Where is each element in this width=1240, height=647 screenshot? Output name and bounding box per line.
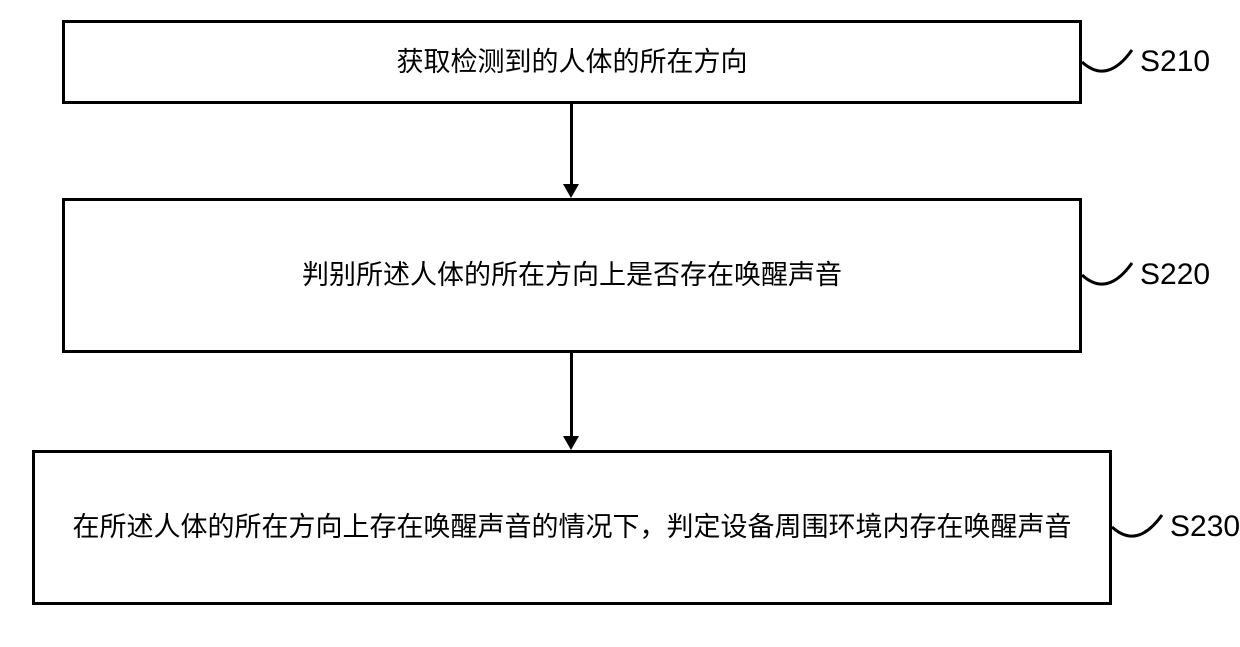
flowchart-container: 获取检测到的人体的所在方向 S210 判别所述人体的所在方向上是否存在唤醒声音 … [0, 0, 1240, 647]
connector-curve-s230 [1112, 505, 1172, 545]
step-text: 在所述人体的所在方向上存在唤醒声音的情况下，判定设备周围环境内存在唤醒声音 [73, 507, 1072, 548]
step-label-s230: S230 [1170, 510, 1240, 544]
step-text: 判别所述人体的所在方向上是否存在唤醒声音 [302, 255, 842, 296]
arrowhead-s210-s220 [563, 184, 579, 198]
flowchart-step-s210: 获取检测到的人体的所在方向 [62, 20, 1082, 104]
arrow-s220-s230 [570, 353, 573, 436]
flowchart-step-s220: 判别所述人体的所在方向上是否存在唤醒声音 [62, 198, 1082, 353]
step-label-s210: S210 [1140, 45, 1210, 79]
connector-curve-s210 [1082, 40, 1142, 80]
arrowhead-s220-s230 [563, 436, 579, 450]
connector-curve-s220 [1082, 253, 1142, 293]
step-text: 获取检测到的人体的所在方向 [397, 42, 748, 83]
flowchart-step-s230: 在所述人体的所在方向上存在唤醒声音的情况下，判定设备周围环境内存在唤醒声音 [32, 450, 1112, 605]
step-label-s220: S220 [1140, 258, 1210, 292]
arrow-s210-s220 [570, 104, 573, 184]
